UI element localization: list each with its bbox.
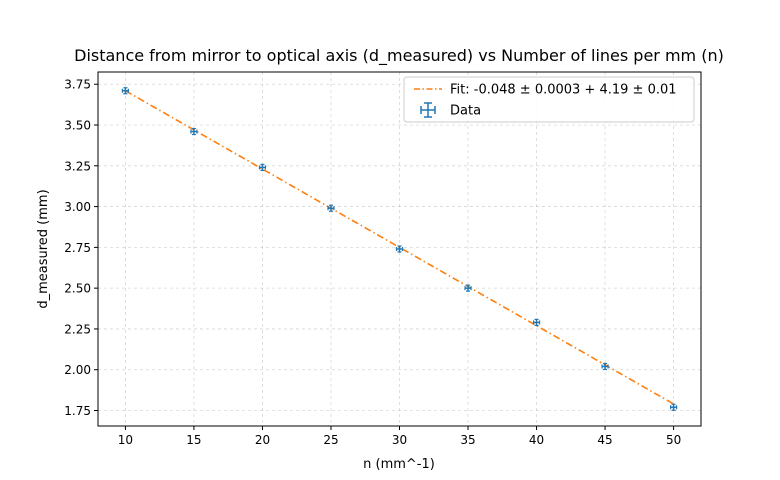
y-tick-label: 2.25 xyxy=(64,322,91,336)
x-tick-label: 10 xyxy=(118,433,133,447)
y-tick-label: 2.50 xyxy=(64,282,91,296)
data-point xyxy=(258,163,267,172)
plot-area xyxy=(121,87,678,411)
legend-data-errorbar-swatch xyxy=(420,102,436,118)
data-point xyxy=(395,245,404,253)
x-tick-label: 20 xyxy=(255,433,270,447)
y-axis-label: d_measured (mm) xyxy=(36,189,51,308)
legend-fit-label: Fit: -0.048 ± 0.0003 + 4.19 ± 0.01 xyxy=(450,83,677,98)
y-tick-label: 2.00 xyxy=(64,363,91,377)
y-tick-label: 3.75 xyxy=(64,78,91,92)
grid xyxy=(98,72,701,426)
chart-title: Distance from mirror to optical axis (d_… xyxy=(74,46,724,66)
data-point xyxy=(327,204,335,212)
x-tick-label: 35 xyxy=(460,433,475,447)
data-point xyxy=(601,362,609,371)
x-axis-label: n (mm^-1) xyxy=(363,457,435,472)
x-tick-label: 30 xyxy=(392,433,407,447)
legend: Fit: -0.048 ± 0.0003 + 4.19 ± 0.01 Data xyxy=(403,76,695,123)
y-tick-label: 1.75 xyxy=(64,404,91,418)
data-point xyxy=(532,318,541,327)
data-point xyxy=(464,284,472,292)
x-tick-label: 15 xyxy=(186,433,201,447)
axis-ticks: 10 15 20 25 30 35 40 45 50 1.75 2.00 2.25 2.50 2.75 3.… xyxy=(64,78,681,447)
legend-data-label: Data xyxy=(450,104,481,119)
x-tick-label: 25 xyxy=(323,433,338,447)
x-tick-label: 50 xyxy=(666,433,681,447)
y-tick-label: 3.25 xyxy=(64,159,91,173)
data-point xyxy=(669,403,678,411)
x-tick-label: 40 xyxy=(529,433,544,447)
y-tick-label: 2.75 xyxy=(64,241,91,255)
data-point xyxy=(121,87,130,95)
y-tick-label: 3.50 xyxy=(64,119,91,133)
x-tick-label: 45 xyxy=(597,433,612,447)
legend-box xyxy=(403,76,695,123)
y-tick-label: 3.00 xyxy=(64,200,91,214)
data-point xyxy=(190,127,198,136)
